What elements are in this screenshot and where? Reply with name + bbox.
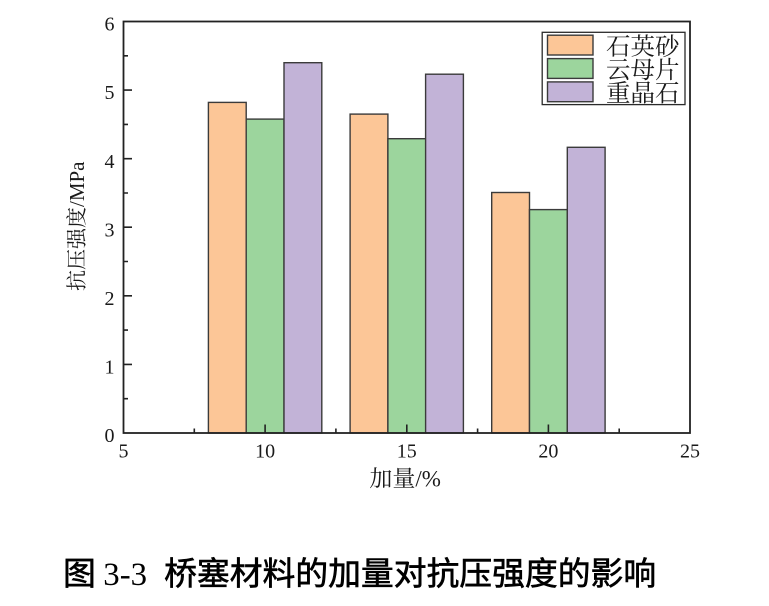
svg-text:20: 20: [538, 441, 558, 463]
svg-text:2: 2: [105, 288, 115, 310]
svg-text:4: 4: [105, 151, 115, 173]
svg-text:5: 5: [105, 82, 115, 104]
svg-text:15: 15: [397, 441, 417, 463]
svg-text:6: 6: [105, 14, 115, 36]
svg-text:10: 10: [255, 441, 275, 463]
svg-text:/MPa: /MPa: [65, 161, 89, 207]
svg-text:0: 0: [105, 425, 115, 447]
svg-text:1: 1: [105, 357, 115, 379]
svg-text:3: 3: [105, 219, 115, 241]
svg-text:25: 25: [680, 441, 700, 463]
svg-text:/%: /%: [415, 467, 441, 492]
svg-text:3-3: 3-3: [103, 557, 147, 593]
svg-text:5: 5: [119, 441, 129, 463]
